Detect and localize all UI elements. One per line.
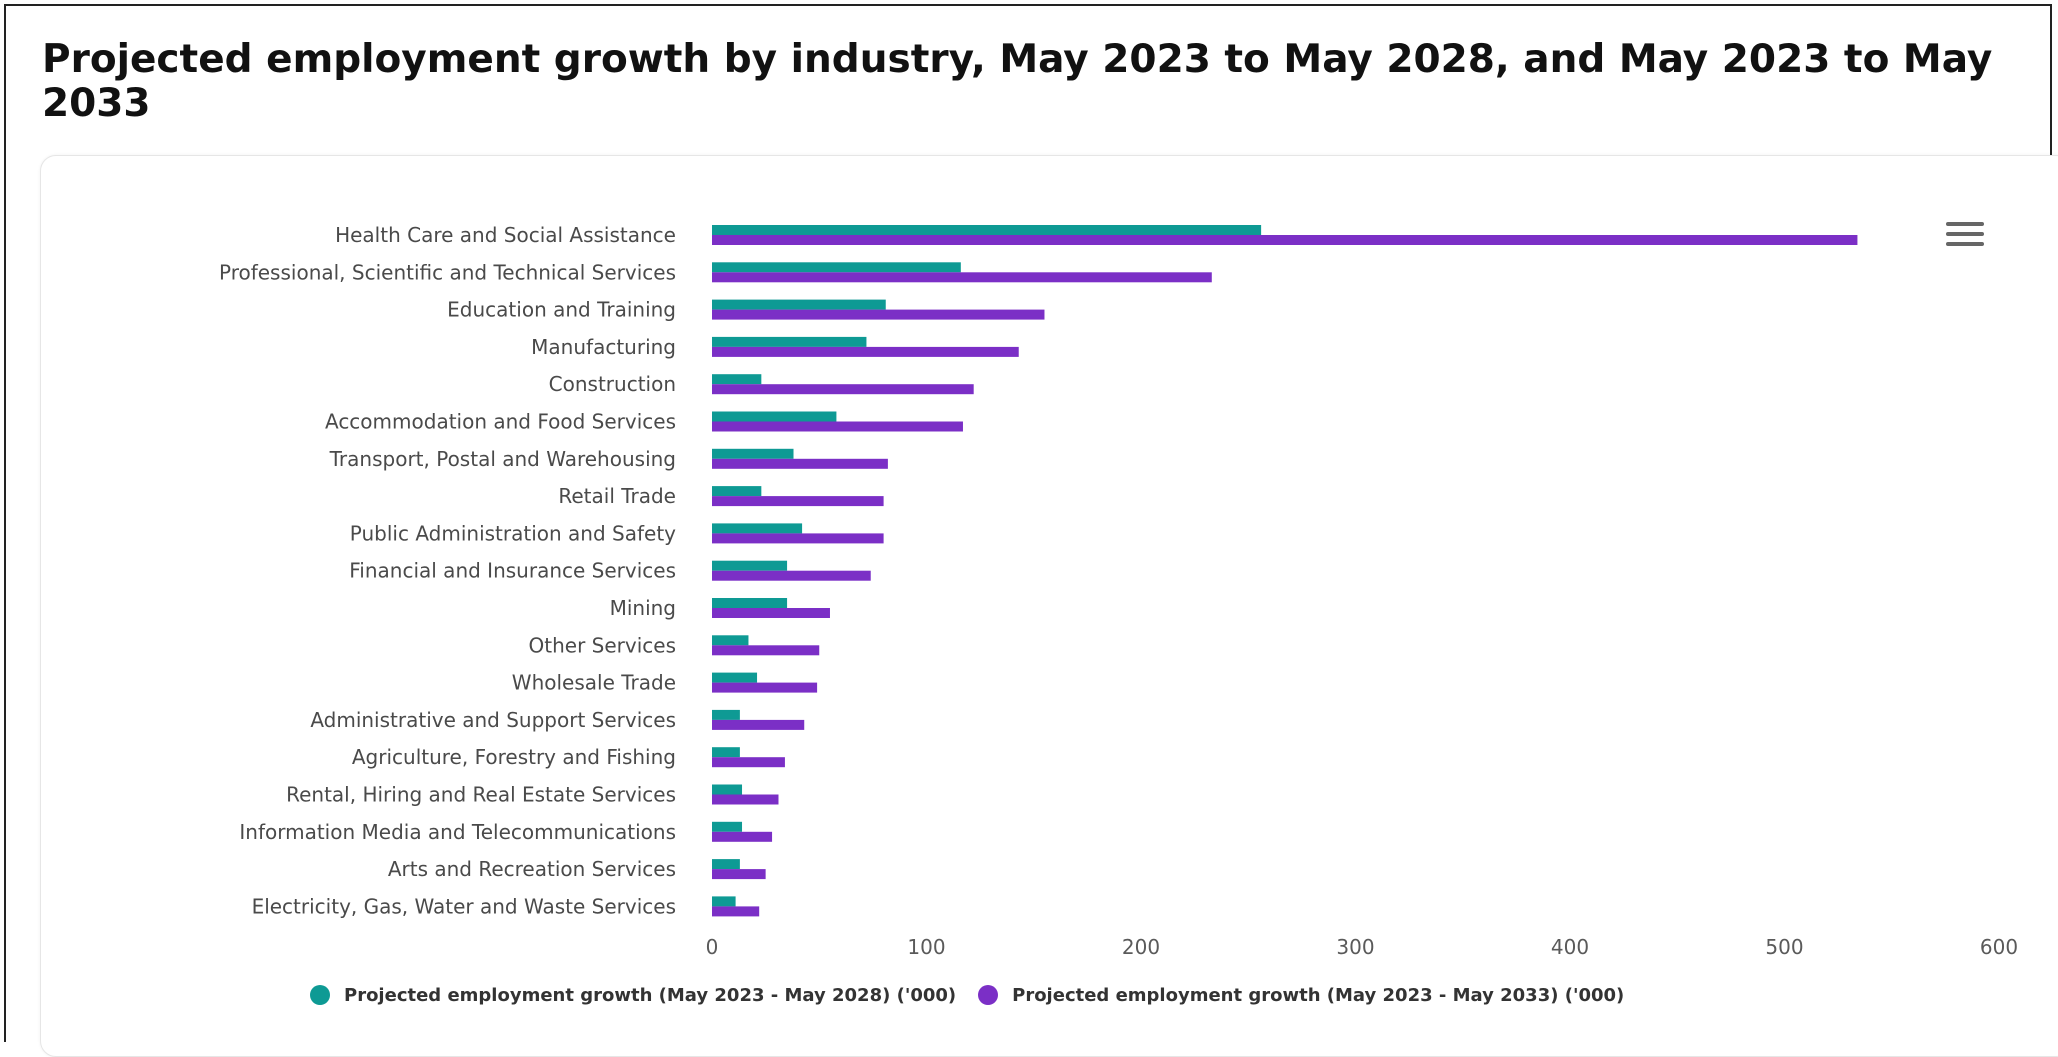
category-label-professional-scientific-and-technical-services: Professional, Scientific and Technical S… — [219, 260, 676, 284]
category-label-health-care-and-social-assistance: Health Care and Social Assistance — [335, 223, 676, 247]
x-axis-ticks: 0 100 200 300 400 500 600 — [706, 935, 2018, 959]
bar-2028-transport-postal-and-warehousing[interactable] — [712, 448, 794, 459]
category-label-other-services: Other Services — [529, 633, 676, 657]
x-tick-label: 0 — [706, 935, 719, 959]
bar-2033-retail-trade[interactable] — [712, 496, 884, 507]
bar-2028-education-and-training[interactable] — [712, 299, 886, 310]
bar-2033-manufacturing[interactable] — [712, 346, 1019, 357]
bar-2033-mining[interactable] — [712, 608, 830, 618]
category-label-mining: Mining — [610, 596, 676, 620]
category-label-manufacturing: Manufacturing — [531, 335, 676, 359]
category-label-retail-trade: Retail Trade — [558, 484, 676, 508]
chart-card — [40, 155, 2058, 1057]
bar-2033-construction[interactable] — [712, 384, 974, 395]
category-label-agriculture-forestry-and-fishing: Agriculture, Forestry and Fishing — [352, 745, 676, 769]
category-label-rental-hiring-and-real-estate-services: Rental, Hiring and Real Estate Services — [286, 783, 676, 807]
chart-menu-button[interactable] — [1940, 218, 1990, 254]
bar-2028-construction[interactable] — [712, 374, 762, 385]
page-title: Projected employment growth by industry,… — [42, 37, 1993, 126]
bar-2028-manufacturing[interactable] — [712, 336, 867, 347]
bar-2028-information-media-and-telecommunications[interactable] — [712, 821, 743, 832]
bar-2033-transport-postal-and-warehousing[interactable] — [712, 458, 888, 469]
legend-marker-2028 — [310, 985, 330, 1005]
x-tick-label: 400 — [1551, 935, 1589, 959]
bar-2028-wholesale-trade[interactable] — [712, 672, 758, 683]
category-label-administrative-and-support-services: Administrative and Support Services — [310, 708, 676, 732]
bar-2028-rental-hiring-and-real-estate-services[interactable] — [712, 784, 743, 795]
hamburger-menu-icon-line — [1946, 232, 1984, 236]
bar-2028-public-administration-and-safety[interactable] — [712, 523, 803, 534]
legend-marker-2033 — [978, 985, 999, 1005]
bar-2033-health-care-and-social-assistance[interactable] — [712, 235, 1858, 245]
bar-2033-arts-and-recreation-services[interactable] — [712, 869, 766, 880]
bar-2028-other-services[interactable] — [712, 635, 749, 646]
bar-2033-rental-hiring-and-real-estate-services[interactable] — [712, 794, 779, 805]
bar-2033-education-and-training[interactable] — [712, 309, 1045, 320]
legend-label-2033: Projected employment growth (May 2023 - … — [1012, 984, 1625, 1006]
bar-2033-public-administration-and-safety[interactable] — [712, 533, 884, 544]
bar-2028-accommodation-and-food-services[interactable] — [712, 411, 837, 422]
x-tick-label: 100 — [907, 935, 945, 959]
hamburger-menu-icon — [1946, 222, 1984, 226]
category-label-electricity-gas-water-and-waste-services: Electricity, Gas, Water and Waste Servic… — [252, 894, 676, 918]
category-label-financial-and-insurance-services: Financial and Insurance Services — [349, 559, 676, 583]
category-label-wholesale-trade: Wholesale Trade — [512, 671, 676, 695]
bars — [712, 225, 1858, 917]
bar-2028-mining[interactable] — [712, 598, 788, 608]
bar-2033-professional-scientific-and-technical-services[interactable] — [712, 272, 1212, 283]
bar-2028-financial-and-insurance-services[interactable] — [712, 560, 788, 571]
bar-2033-other-services[interactable] — [712, 645, 820, 656]
bar-2028-agriculture-forestry-and-fishing[interactable] — [712, 747, 740, 758]
bar-2028-health-care-and-social-assistance[interactable] — [712, 225, 1262, 235]
category-label-arts-and-recreation-services: Arts and Recreation Services — [388, 857, 676, 881]
category-labels: Health Care and Social Assistance Profess… — [219, 223, 676, 918]
bar-2033-wholesale-trade[interactable] — [712, 682, 818, 693]
bar-2028-arts-and-recreation-services[interactable] — [712, 859, 740, 870]
category-label-public-administration-and-safety: Public Administration and Safety — [350, 521, 676, 545]
chart-legend: Projected employment growth (May 2023 - … — [310, 980, 1624, 1010]
category-label-information-media-and-telecommunications: Information Media and Telecommunications — [239, 820, 676, 844]
bar-2028-professional-scientific-and-technical-services[interactable] — [712, 262, 961, 273]
x-tick-label: 300 — [1336, 935, 1374, 959]
bar-2033-information-media-and-telecommunications[interactable] — [712, 831, 773, 842]
category-label-transport-postal-and-warehousing: Transport, Postal and Warehousing — [329, 447, 676, 471]
category-label-education-and-training: Education and Training — [447, 298, 676, 322]
bar-2028-electricity-gas-water-and-waste-services[interactable] — [712, 896, 736, 907]
bar-2033-agriculture-forestry-and-fishing[interactable] — [712, 757, 785, 768]
bar-2033-financial-and-insurance-services[interactable] — [712, 570, 871, 581]
bar-2033-electricity-gas-water-and-waste-services[interactable] — [712, 906, 760, 917]
x-tick-label: 200 — [1122, 935, 1160, 959]
legend-item-2028[interactable]: Projected employment growth (May 2023 - … — [310, 985, 956, 1006]
bar-2028-retail-trade[interactable] — [712, 486, 762, 497]
bar-2033-administrative-and-support-services[interactable] — [712, 719, 805, 730]
category-label-accommodation-and-food-services: Accommodation and Food Services — [325, 410, 676, 434]
x-tick-label: 500 — [1765, 935, 1803, 959]
hamburger-menu-icon-line — [1946, 242, 1984, 246]
legend-item-2033[interactable]: Projected employment growth (May 2023 - … — [978, 985, 1624, 1006]
legend-label-2028: Projected employment growth (May 2023 - … — [344, 984, 957, 1006]
bar-2033-accommodation-and-food-services[interactable] — [712, 421, 963, 432]
category-label-construction: Construction — [549, 372, 676, 396]
bar-2028-administrative-and-support-services[interactable] — [712, 709, 740, 720]
x-tick-label: 600 — [1980, 935, 2018, 959]
